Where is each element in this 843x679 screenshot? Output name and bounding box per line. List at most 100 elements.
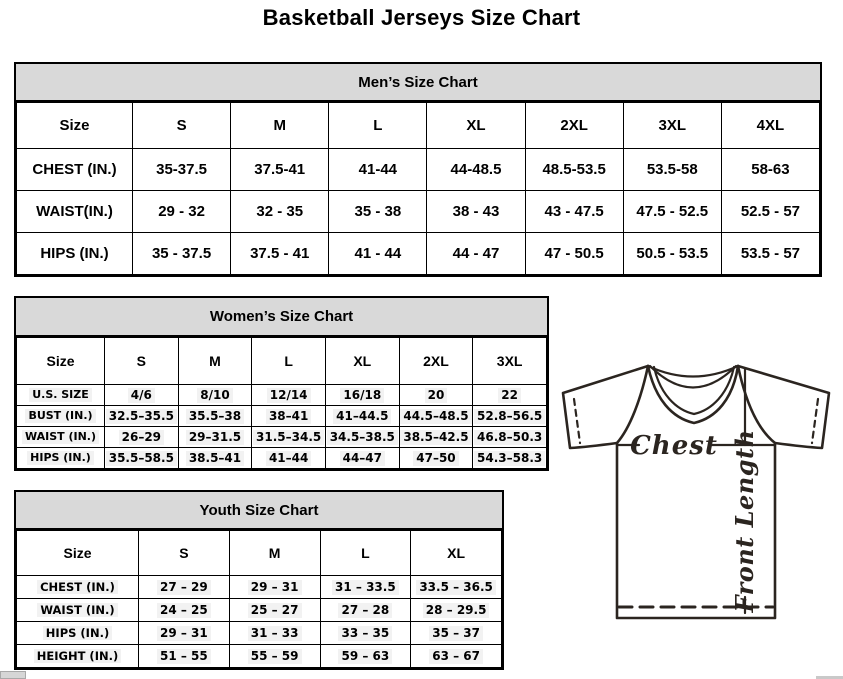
jersey-measurement-diagram: Chest Front Length <box>561 364 831 620</box>
table-cell: 54.3–58.3 <box>472 447 547 469</box>
jersey-outline <box>561 364 831 620</box>
cell-value-text: 35 – 37 <box>429 625 483 641</box>
table-cell: 43 - 47.5 <box>524 190 624 233</box>
row-label: WAIST (IN.) <box>16 598 139 622</box>
table-cell: 44-48.5 <box>426 148 526 191</box>
cell-value-text: 54.3–58.3 <box>474 450 546 466</box>
table-cell: 20 <box>398 384 474 406</box>
table-cell: 35.5–38 <box>177 405 253 427</box>
table-cell: 31 – 33.5 <box>319 575 412 599</box>
armhole-seam-right <box>736 364 777 445</box>
column-header: M <box>177 337 253 385</box>
table-cell: 35 - 38 <box>328 190 428 233</box>
table-cell: 52.5 - 57 <box>720 190 821 233</box>
cell-value-text: 25 – 27 <box>247 602 302 618</box>
table-cell: 29 - 32 <box>131 190 232 233</box>
row-label: CHEST (IN.) <box>16 575 139 599</box>
column-header: S <box>138 530 230 576</box>
table-cell: 29 – 31 <box>138 621 230 645</box>
row-label-text: U.S. SIZE <box>29 388 92 402</box>
youth-table-title: Youth Size Chart <box>16 492 502 530</box>
table-cell: 50.5 - 53.5 <box>622 232 722 275</box>
table-cell: 32.5–35.5 <box>104 405 179 427</box>
cell-value-text: 47–50 <box>413 450 459 466</box>
cell-value-text: 26–29 <box>118 429 165 445</box>
cell-value-text: 55 – 59 <box>247 648 302 664</box>
column-header: XL <box>324 337 400 385</box>
table-row: HIPS (IN.) 35.5–58.5 38.5–41 41–44 44–47 47–5… <box>16 447 547 469</box>
row-label-text: CHEST (IN.) <box>37 579 118 595</box>
collar-inner-curve <box>652 365 736 416</box>
table-cell: 33 – 35 <box>319 621 412 645</box>
table-cell: 35-37.5 <box>131 148 232 191</box>
column-header: L <box>328 102 428 149</box>
row-label: WAIST (IN.) <box>16 426 105 448</box>
front-length-measure-line <box>736 367 754 615</box>
table-cell: 12/14 <box>251 384 326 406</box>
column-header: M <box>228 530 321 576</box>
table-cell: 52.8–56.5 <box>472 405 547 427</box>
table-cell: 41–44 <box>251 447 326 469</box>
table-cell: 53.5 - 57 <box>720 232 821 275</box>
cell-value-text: 33.5 – 36.5 <box>416 579 496 595</box>
row-label-text: HEIGHT (IN.) <box>33 648 122 664</box>
header-row: Size S M L XL 2XL 3XL 4XL <box>16 102 821 149</box>
cell-value-text: 35.5–58.5 <box>105 450 177 466</box>
table-row: CHEST (IN.) 35-37.5 37.5-41 41-44 44-48.5 48.… <box>16 148 821 191</box>
page-title: Basketball Jerseys Size Chart <box>262 5 581 30</box>
row-label-text: HIPS (IN.) <box>27 451 94 465</box>
table-cell: 44 - 47 <box>426 232 526 275</box>
column-header: S <box>131 102 232 149</box>
table-cell: 46.8–50.3 <box>472 426 547 448</box>
column-header: Size <box>16 337 105 385</box>
row-label-text: HIPS (IN.) <box>42 625 113 641</box>
sleeve-cuff-dash-right <box>810 397 820 445</box>
table-cell: 38 - 43 <box>426 190 526 233</box>
table-cell: 31 – 33 <box>228 621 321 645</box>
table-row: CHEST (IN.) 27 – 29 29 – 31 31 – 33.5 33.5 –… <box>16 575 502 599</box>
row-label: HEIGHT (IN.) <box>16 644 139 668</box>
column-header: XL <box>410 530 502 576</box>
table-cell: 28 – 29.5 <box>410 598 502 622</box>
cell-value-text: 34.5–38.5 <box>326 429 398 445</box>
row-label-text: WAIST (IN.) <box>21 430 100 444</box>
table-cell: 22 <box>472 384 547 406</box>
sleeve-cuff-dash-left <box>572 397 582 445</box>
scrollbar-fragment-left <box>0 671 26 679</box>
column-header: 2XL <box>524 102 624 149</box>
collar-outer-curve <box>646 364 740 425</box>
table-cell: 16/18 <box>324 384 400 406</box>
table-row: WAIST (IN.) 26–29 29–31.5 31.5–34.5 34.5–38.… <box>16 426 547 448</box>
cell-value-text: 38.5–41 <box>185 450 245 466</box>
cell-value-text: 38.5–42.5 <box>400 429 472 445</box>
table-cell: 41–44.5 <box>324 405 400 427</box>
row-label: HIPS (IN.) <box>16 447 105 469</box>
cell-value-text: 20 <box>424 387 448 403</box>
row-label: U.S. SIZE <box>16 384 105 406</box>
table-cell: 25 – 27 <box>228 598 321 622</box>
column-header: 3XL <box>622 102 722 149</box>
table-cell: 37.5 - 41 <box>230 232 330 275</box>
row-label: WAIST(IN.) <box>16 190 133 233</box>
cell-value-text: 41–44.5 <box>333 408 392 424</box>
cell-value-text: 24 – 25 <box>156 602 211 618</box>
table-cell: 58-63 <box>720 148 821 191</box>
cell-value-text: 29–31.5 <box>185 429 245 445</box>
table-row: HIPS (IN.) 29 – 31 31 – 33 33 – 35 35 – 37 <box>16 621 502 645</box>
cell-value-text: 51 – 55 <box>156 648 211 664</box>
cell-value-text: 52.8–56.5 <box>474 408 546 424</box>
womens-table-grid: Size S M L XL 2XL 3XL U.S. SIZE 4/6 8/10 12/14 16/1… <box>16 337 547 469</box>
table-cell: 38.5–42.5 <box>398 426 474 448</box>
cell-value-text: 31 – 33 <box>247 625 302 641</box>
youth-table-grid: Size S M L XL CHEST (IN.) 27 – 29 29 – 31 31 – 3… <box>16 530 502 668</box>
table-row: HEIGHT (IN.) 51 – 55 55 – 59 59 – 63 63 – 67 <box>16 644 502 668</box>
mens-size-table: Men’s Size Chart Size S M L XL 2XL 3XL 4XL CHEST… <box>14 62 822 277</box>
cell-value-text: 27 – 28 <box>338 602 393 618</box>
cell-value-text: 44–47 <box>339 450 385 466</box>
cell-value-text: 12/14 <box>266 387 311 403</box>
table-cell: 38–41 <box>251 405 326 427</box>
column-header: L <box>319 530 412 576</box>
cell-value-text: 59 – 63 <box>338 648 393 664</box>
table-cell: 53.5-58 <box>622 148 722 191</box>
cell-value-text: 44.5–48.5 <box>400 408 472 424</box>
